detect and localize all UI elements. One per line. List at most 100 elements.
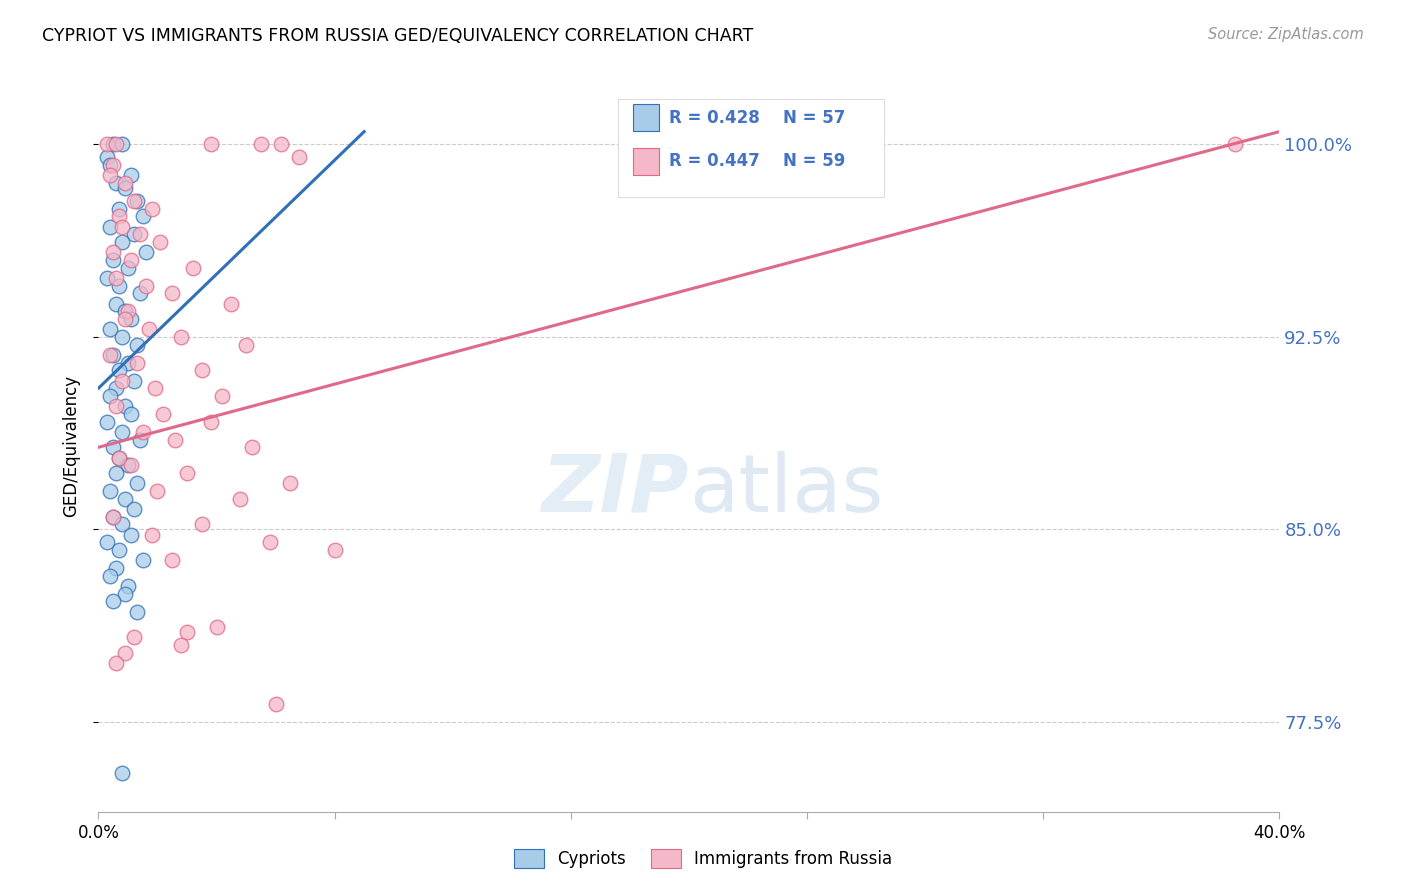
Point — [108, 278, 131, 293]
Point — [128, 433, 150, 447]
Point — [103, 509, 125, 524]
Point — [105, 137, 128, 152]
Point — [114, 399, 136, 413]
Point — [108, 543, 131, 558]
Point — [96, 415, 118, 429]
Point — [108, 450, 131, 465]
Point — [120, 252, 142, 267]
Point — [288, 150, 311, 164]
Point — [103, 440, 125, 454]
Point — [128, 286, 150, 301]
Point — [96, 150, 118, 164]
Point — [117, 579, 139, 593]
Point — [128, 227, 150, 242]
Point — [103, 509, 125, 524]
Point — [125, 476, 148, 491]
Text: N = 57: N = 57 — [783, 109, 846, 127]
Text: R = 0.428: R = 0.428 — [669, 109, 759, 127]
Point — [181, 260, 204, 275]
Point — [205, 620, 228, 634]
Point — [96, 137, 118, 152]
Point — [98, 568, 121, 582]
Point — [120, 527, 142, 541]
Point — [114, 176, 136, 190]
Point — [122, 374, 145, 388]
Point — [108, 202, 131, 216]
Point — [191, 363, 214, 377]
Point — [125, 337, 148, 351]
Point — [108, 209, 131, 223]
Point — [103, 158, 125, 172]
Point — [122, 194, 145, 208]
Point — [240, 440, 263, 454]
Point — [125, 194, 148, 208]
Text: Source: ZipAtlas.com: Source: ZipAtlas.com — [1208, 27, 1364, 42]
Point — [108, 450, 131, 465]
Point — [103, 348, 125, 362]
Point — [229, 491, 252, 506]
Point — [114, 491, 136, 506]
Point — [114, 646, 136, 660]
Point — [103, 594, 125, 608]
Point — [143, 381, 166, 395]
Point — [117, 304, 139, 318]
Point — [120, 407, 142, 421]
Point — [98, 389, 121, 403]
Text: ZIP: ZIP — [541, 450, 689, 529]
Point — [125, 605, 148, 619]
Point — [120, 312, 142, 326]
Point — [176, 625, 198, 640]
Point — [105, 656, 128, 670]
Point — [111, 219, 134, 234]
Point — [117, 260, 139, 275]
Point — [111, 517, 134, 532]
Point — [103, 252, 125, 267]
Point — [98, 483, 121, 498]
Point — [120, 458, 142, 473]
Point — [103, 137, 125, 152]
Point — [122, 227, 145, 242]
Bar — [634, 103, 659, 131]
Point — [138, 322, 160, 336]
Point — [152, 407, 174, 421]
Legend: Cypriots, Immigrants from Russia: Cypriots, Immigrants from Russia — [508, 842, 898, 875]
Point — [111, 766, 134, 780]
Point — [105, 561, 128, 575]
Point — [108, 363, 131, 377]
Point — [200, 415, 222, 429]
Bar — [634, 147, 659, 176]
Point — [98, 348, 121, 362]
Point — [146, 483, 169, 498]
Point — [122, 501, 145, 516]
Point — [170, 638, 193, 652]
Text: CYPRIOT VS IMMIGRANTS FROM RUSSIA GED/EQUIVALENCY CORRELATION CHART: CYPRIOT VS IMMIGRANTS FROM RUSSIA GED/EQ… — [42, 27, 754, 45]
Point — [270, 137, 292, 152]
Point — [114, 304, 136, 318]
Point — [122, 630, 145, 644]
Point — [264, 697, 287, 711]
Point — [221, 296, 243, 310]
Point — [1223, 137, 1246, 152]
Point — [105, 271, 128, 285]
Point — [105, 399, 128, 413]
Point — [117, 458, 139, 473]
Point — [98, 322, 121, 336]
Point — [278, 476, 302, 491]
Point — [141, 202, 163, 216]
Point — [191, 517, 214, 532]
Point — [105, 176, 128, 190]
Point — [98, 168, 121, 182]
Point — [125, 355, 148, 369]
Point — [132, 425, 155, 439]
Point — [103, 245, 125, 260]
Point — [114, 312, 136, 326]
Point — [149, 235, 172, 249]
Point — [162, 553, 183, 567]
Point — [111, 374, 134, 388]
Point — [176, 466, 198, 480]
Point — [211, 389, 233, 403]
Point — [117, 355, 139, 369]
Point — [250, 137, 273, 152]
Point — [96, 535, 118, 549]
Point — [105, 466, 128, 480]
